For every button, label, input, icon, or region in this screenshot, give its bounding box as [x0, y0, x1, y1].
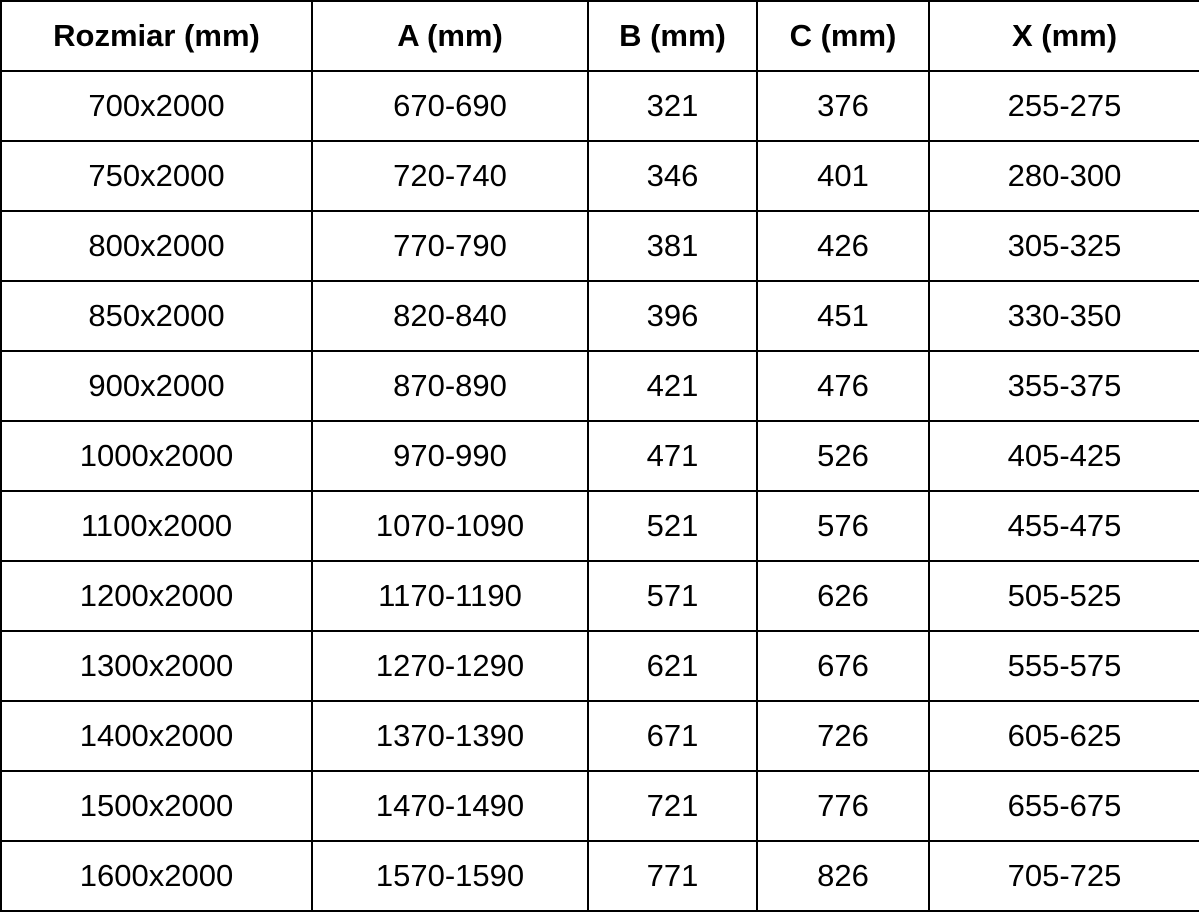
table-row: 1600x2000 1570-1590 771 826 705-725: [0, 840, 1199, 912]
table-cell: 900x2000: [0, 350, 313, 422]
table-cell: 655-675: [928, 770, 1199, 842]
table-cell: 1600x2000: [0, 840, 313, 912]
table-cell: 255-275: [928, 70, 1199, 142]
table-cell: 770-790: [311, 210, 589, 282]
table-row: 1300x2000 1270-1290 621 676 555-575: [0, 630, 1199, 702]
table-cell: 771: [587, 840, 758, 912]
table-cell: 571: [587, 560, 758, 632]
table-cell: 776: [756, 770, 930, 842]
table-cell: 626: [756, 560, 930, 632]
table-cell: 451: [756, 280, 930, 352]
table-cell: 421: [587, 350, 758, 422]
table-row: 1000x2000 970-990 471 526 405-425: [0, 420, 1199, 492]
table-cell: 346: [587, 140, 758, 212]
table-cell: 970-990: [311, 420, 589, 492]
table-cell: 381: [587, 210, 758, 282]
table-cell: 621: [587, 630, 758, 702]
table-cell: 455-475: [928, 490, 1199, 562]
table-cell: 1500x2000: [0, 770, 313, 842]
table-cell: 750x2000: [0, 140, 313, 212]
table-cell: 305-325: [928, 210, 1199, 282]
table-row: 1400x2000 1370-1390 671 726 605-625: [0, 700, 1199, 772]
table-cell: 521: [587, 490, 758, 562]
table-row: 800x2000 770-790 381 426 305-325: [0, 210, 1199, 282]
table-cell: 870-890: [311, 350, 589, 422]
table-cell: 426: [756, 210, 930, 282]
table-cell: 670-690: [311, 70, 589, 142]
table-cell: 555-575: [928, 630, 1199, 702]
table-row: 1200x2000 1170-1190 571 626 505-525: [0, 560, 1199, 632]
table-cell: 676: [756, 630, 930, 702]
table-cell: 1070-1090: [311, 490, 589, 562]
table-cell: 401: [756, 140, 930, 212]
table-cell: 476: [756, 350, 930, 422]
table-cell: 1270-1290: [311, 630, 589, 702]
table-cell: 330-350: [928, 280, 1199, 352]
table-cell: 1400x2000: [0, 700, 313, 772]
table-cell: 800x2000: [0, 210, 313, 282]
table-cell: 576: [756, 490, 930, 562]
table-cell: 396: [587, 280, 758, 352]
column-header-3: C (mm): [756, 0, 930, 72]
table-row: 750x2000 720-740 346 401 280-300: [0, 140, 1199, 212]
table-cell: 820-840: [311, 280, 589, 352]
table-cell: 720-740: [311, 140, 589, 212]
table-cell: 726: [756, 700, 930, 772]
table-cell: 1370-1390: [311, 700, 589, 772]
table-header-row: Rozmiar (mm) A (mm) B (mm) C (mm) X (mm): [0, 0, 1199, 72]
table-cell: 705-725: [928, 840, 1199, 912]
table-row: 1500x2000 1470-1490 721 776 655-675: [0, 770, 1199, 842]
column-header-1: A (mm): [311, 0, 589, 72]
table-row: 700x2000 670-690 321 376 255-275: [0, 70, 1199, 142]
table-cell: 405-425: [928, 420, 1199, 492]
table-cell: 1300x2000: [0, 630, 313, 702]
table-cell: 505-525: [928, 560, 1199, 632]
table-cell: 1470-1490: [311, 770, 589, 842]
table-cell: 721: [587, 770, 758, 842]
table-row: 900x2000 870-890 421 476 355-375: [0, 350, 1199, 422]
table-cell: 280-300: [928, 140, 1199, 212]
table-cell: 826: [756, 840, 930, 912]
table-cell: 1170-1190: [311, 560, 589, 632]
table-body: 700x2000 670-690 321 376 255-275 750x2000 720-…: [0, 70, 1199, 912]
table-cell: 671: [587, 700, 758, 772]
table-cell: 376: [756, 70, 930, 142]
table-row: 850x2000 820-840 396 451 330-350: [0, 280, 1199, 352]
column-header-0: Rozmiar (mm): [0, 0, 313, 72]
table-cell: 700x2000: [0, 70, 313, 142]
table-cell: 471: [587, 420, 758, 492]
table-cell: 526: [756, 420, 930, 492]
table-cell: 355-375: [928, 350, 1199, 422]
table-cell: 605-625: [928, 700, 1199, 772]
table-cell: 1100x2000: [0, 490, 313, 562]
table-cell: 1200x2000: [0, 560, 313, 632]
table-cell: 1570-1590: [311, 840, 589, 912]
column-header-2: B (mm): [587, 0, 758, 72]
table-cell: 850x2000: [0, 280, 313, 352]
table-cell: 1000x2000: [0, 420, 313, 492]
table-cell: 321: [587, 70, 758, 142]
column-header-4: X (mm): [928, 0, 1199, 72]
table-row: 1100x2000 1070-1090 521 576 455-475: [0, 490, 1199, 562]
